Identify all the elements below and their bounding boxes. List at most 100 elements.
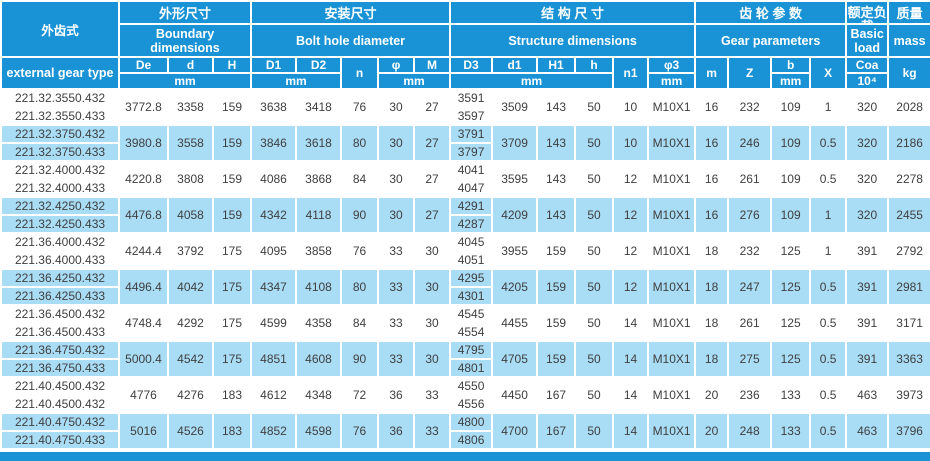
- cell-n1: 14: [612, 304, 650, 342]
- cell-D1: 3638: [250, 88, 298, 126]
- table-row: 221.36.4000.433 4051: [0, 250, 930, 270]
- unit-coa-exp: 10⁴: [845, 72, 890, 90]
- cell-n: 72: [340, 376, 380, 414]
- cell-Z: 247: [727, 268, 773, 306]
- cell-phi3: M10X1: [647, 124, 697, 162]
- unit-mm-phi3: mm: [647, 72, 697, 90]
- header-col-H1: H1: [536, 56, 577, 74]
- model-cell: 221.36.4750.432: [0, 340, 120, 360]
- cell-b: 109: [770, 160, 812, 198]
- table-row: 221.32.3550.432 3772.8 3358 159 3638 3418 76 30…: [0, 88, 930, 126]
- header-col-D2: D2: [295, 56, 343, 74]
- cell-d: 3358: [167, 88, 214, 126]
- cell-d1: 3509: [491, 88, 539, 126]
- cell-phi3: M10X1: [647, 88, 697, 126]
- header-col-m: m: [694, 56, 730, 90]
- cell-Coa: 391: [845, 232, 890, 270]
- unit-mm-b: mm: [770, 72, 812, 90]
- cell-D2: 4348: [295, 376, 343, 414]
- cell-d: 4058: [167, 196, 214, 234]
- header-group-gear-en: Gear parameters: [694, 23, 848, 58]
- header-col-n1: n1: [612, 56, 650, 90]
- model-cell: 221.36.4000.433: [0, 250, 120, 270]
- header-group-load-en: Basic load: [845, 23, 890, 58]
- cell-h: 50: [574, 268, 615, 306]
- cell-d1: 4700: [491, 412, 539, 450]
- cell-h: 50: [574, 88, 615, 126]
- cell-d1: 4450: [491, 376, 539, 414]
- cell-X: 0.5: [809, 268, 848, 306]
- cell-X: 1: [809, 232, 848, 270]
- cell-Coa: 391: [845, 340, 890, 378]
- cell-H1: 167: [536, 412, 577, 450]
- table-row: 221.36.4250.433 4301: [0, 286, 930, 306]
- cell-Z: 246: [727, 124, 773, 162]
- header-col-D1: D1: [250, 56, 298, 74]
- header-col-b: b: [770, 56, 812, 74]
- cell-m: 20: [694, 412, 730, 450]
- header-col-kg: kg: [887, 56, 930, 90]
- header-group-mass-zh: 质量: [887, 0, 930, 25]
- cell-b: 125: [770, 232, 812, 270]
- header-group-boundary-en: Boundary dimensions: [117, 23, 253, 58]
- cell-X: 0.5: [809, 412, 848, 450]
- cell-mass: 2455: [887, 196, 930, 234]
- cell-D3: 4550: [449, 376, 494, 396]
- cell-De: 5016: [118, 412, 169, 450]
- cell-n: 76: [340, 88, 380, 126]
- cell-M: 30: [413, 304, 452, 342]
- cell-h: 50: [574, 196, 615, 234]
- cell-D1: 4342: [250, 196, 298, 234]
- cell-phi: 33: [377, 304, 416, 342]
- cell-De: 4748.4: [118, 304, 169, 342]
- cell-Z: 275: [727, 340, 773, 378]
- cell-Z: 261: [727, 304, 773, 342]
- cell-D2: 4608: [295, 340, 343, 378]
- cell-D3: 4047: [449, 178, 494, 198]
- model-cell: 221.32.3750.432: [0, 124, 120, 144]
- cell-m: 18: [694, 268, 730, 306]
- cell-phi3: M10X1: [647, 196, 697, 234]
- cell-De: 5000.4: [118, 340, 169, 378]
- cell-D3: 4801: [449, 358, 494, 378]
- cell-H: 175: [211, 340, 253, 378]
- cell-phi3: M10X1: [647, 340, 697, 378]
- cell-D3: 4287: [449, 214, 494, 234]
- table-row: 221.32.3550.433 3597: [0, 106, 930, 126]
- header-col-Z: Z: [727, 56, 773, 90]
- cell-n: 76: [340, 232, 380, 270]
- cell-mass: 2028: [887, 88, 930, 126]
- cell-D2: 3868: [295, 160, 343, 198]
- cell-X: 1: [809, 196, 848, 234]
- cell-n: 90: [340, 340, 380, 378]
- cell-X: 0.5: [809, 340, 848, 378]
- cell-d: 3558: [167, 124, 214, 162]
- unit-mm-boundary: mm: [117, 72, 253, 90]
- header-group-structure-en: Structure dimensions: [449, 23, 697, 58]
- table-row: 221.36.4500.432 4748.4 4292 175 4599 4358 84 33…: [0, 304, 930, 342]
- model-cell: 221.40.4750.433: [0, 430, 120, 450]
- cell-M: 27: [413, 160, 452, 198]
- table-row: 221.32.3750.432 3980.8 3558 159 3846 3618 80 30…: [0, 124, 930, 162]
- cell-mass: 3171: [887, 304, 930, 342]
- model-cell: 221.36.4000.432: [0, 232, 120, 252]
- cell-b: 125: [770, 304, 812, 342]
- cell-H: 183: [211, 376, 253, 414]
- cell-h: 50: [574, 124, 615, 162]
- header-col-De: De: [118, 56, 169, 74]
- cell-D3: 4045: [449, 232, 494, 252]
- header-col-H: H: [211, 56, 253, 74]
- cell-H1: 159: [536, 232, 577, 270]
- cell-phi: 30: [377, 124, 416, 162]
- cell-M: 30: [413, 268, 452, 306]
- cell-D2: 4118: [295, 196, 343, 234]
- model-cell: 221.32.4250.433: [0, 214, 120, 234]
- table-row: 221.40.4500.432 4556: [0, 394, 930, 414]
- header-col-Coa: Coa: [845, 56, 890, 74]
- cell-De: 4476.8: [118, 196, 169, 234]
- cell-H: 159: [211, 124, 253, 162]
- cell-D1: 4086: [250, 160, 298, 198]
- cell-phi3: M10X1: [647, 376, 697, 414]
- cell-mass: 3973: [887, 376, 930, 414]
- cell-De: 4220.8: [118, 160, 169, 198]
